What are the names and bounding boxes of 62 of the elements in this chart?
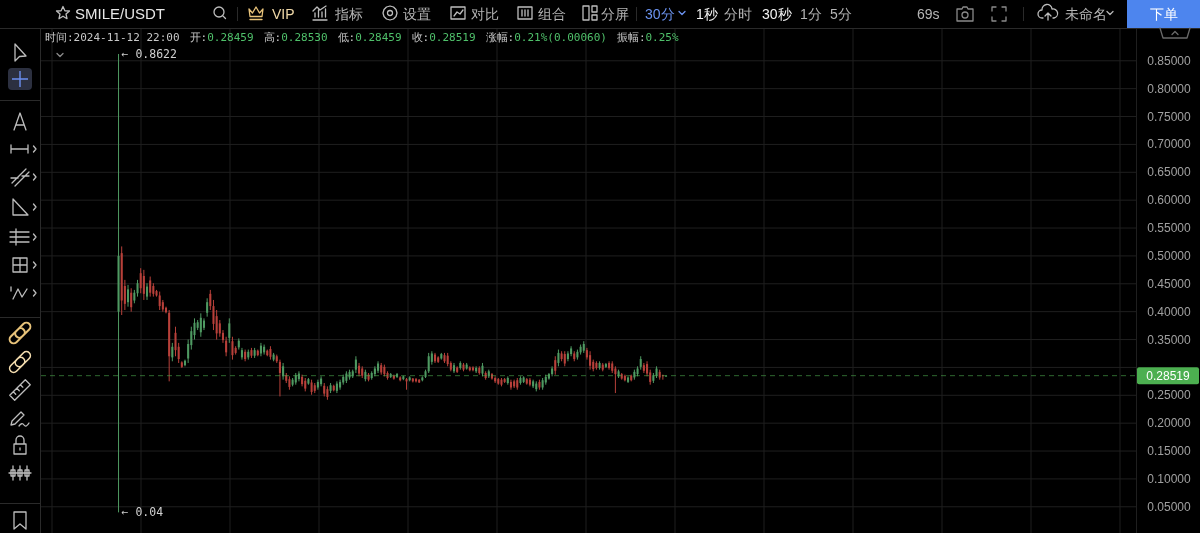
annotation: ← 0.8622	[121, 46, 177, 61]
annotation: 收:0.28519	[411, 31, 476, 44]
y-tick-label: 0.55000	[1147, 221, 1192, 236]
text: 69s	[917, 6, 940, 22]
ref-line-label: 0.28519	[1146, 369, 1191, 384]
candlestick	[320, 375, 323, 387]
y-tick-label: 0.10000	[1147, 471, 1192, 486]
y-tick-label: 0.65000	[1147, 165, 1192, 180]
y-tick-label: 0.50000	[1147, 248, 1192, 263]
candlestick	[427, 352, 430, 374]
order-button: 下单	[1127, 0, 1200, 28]
candlestick	[614, 365, 617, 394]
y-tick-label: 0.20000	[1147, 416, 1192, 431]
candlestick	[142, 269, 145, 301]
candlestick	[608, 360, 611, 371]
candlestick	[551, 365, 554, 377]
y-tick-label: 0.35000	[1147, 332, 1192, 347]
y-tick-label: 0.85000	[1147, 53, 1192, 68]
text: 设置	[403, 6, 431, 22]
text: 对比	[471, 6, 499, 22]
candlestick	[215, 309, 218, 341]
y-tick-label: 0.15000	[1147, 444, 1192, 459]
y-tick-label: 0.40000	[1147, 304, 1192, 319]
y-tick-label: 0.80000	[1147, 81, 1192, 96]
candlestick	[373, 365, 376, 377]
annotation: 高:0.28530	[263, 31, 328, 44]
text: VIP	[272, 6, 295, 22]
candlestick	[316, 379, 319, 391]
annotation: 开:0.28459	[189, 31, 254, 44]
annotation: 时间:2024-11-12 22:00	[45, 31, 180, 44]
candlestick	[509, 379, 512, 391]
text: 30分	[645, 6, 675, 22]
annotation: ← 0.04	[121, 505, 164, 520]
annotation: 低:0.28459	[337, 31, 402, 44]
y-tick-label: 0.25000	[1147, 388, 1192, 403]
chart-title: SMILE/USDT	[75, 5, 166, 22]
annotation: 振幅:0.25%	[616, 31, 679, 44]
y-tick-label: 0.05000	[1147, 499, 1192, 514]
candlestick	[297, 370, 300, 382]
text: 组合	[538, 6, 566, 22]
y-tick-label: 0.75000	[1147, 109, 1192, 124]
text: 未命名	[1065, 6, 1107, 22]
candlestick	[339, 379, 342, 391]
candlestick	[127, 284, 130, 308]
y-tick-label: 0.60000	[1147, 193, 1192, 208]
candlestick	[231, 336, 234, 361]
candlestick	[206, 297, 209, 318]
y-tick-label: 0.70000	[1147, 137, 1192, 152]
text: 1分	[800, 6, 822, 22]
y-tick-label: 0.45000	[1147, 276, 1192, 291]
text: 1秒	[696, 6, 718, 22]
candlestick	[554, 355, 557, 376]
text: 5分	[830, 6, 852, 22]
candlestick	[661, 374, 664, 381]
candlestick	[171, 342, 174, 362]
annotation: 涨幅:0.21%(0.00060)	[485, 31, 607, 44]
candlestick	[278, 359, 281, 397]
text: 分屏	[601, 6, 629, 22]
text: 30秒	[762, 6, 792, 22]
text: 分时	[724, 6, 752, 22]
text: 指标	[334, 6, 363, 22]
candlestick	[228, 317, 231, 344]
